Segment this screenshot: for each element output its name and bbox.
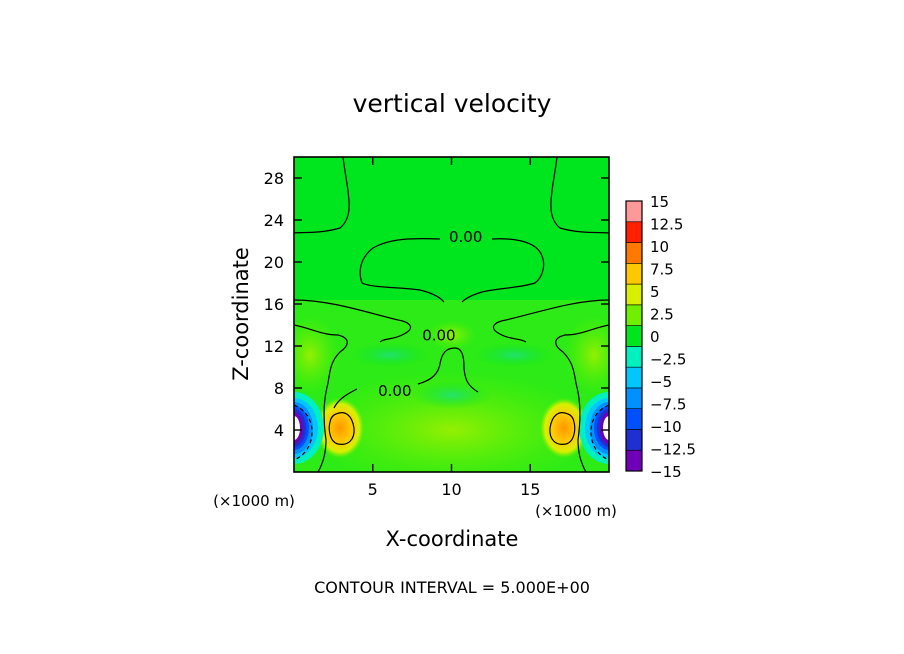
colorbar-swatch [625,283,643,306]
colorbar-swatch [625,304,643,326]
colorbar-label: −10 [650,418,682,436]
colorbar-label: −7.5 [650,396,686,414]
colorbar-swatch [625,366,643,389]
colorbar-label: 15 [650,193,669,211]
chart-title: vertical velocity [353,89,552,118]
colorbar-swatch [625,449,643,472]
y-tick-label: 28 [264,169,284,188]
plot-field [294,157,609,472]
contour-label-1: 0.00 [422,326,455,344]
y-tick-label: 24 [264,211,284,230]
y-tick-label: 12 [264,337,284,356]
colorbar-label: 2.5 [650,306,674,324]
x-tick-label: 5 [368,480,378,499]
contour-lines [294,157,609,472]
colorbar-swatch [625,263,643,285]
x-tick-label: 15 [520,480,540,499]
x-tick-label: 10 [441,480,461,499]
colorbar-label: −12.5 [650,441,696,459]
colorbar-label: 7.5 [650,261,674,279]
y-axis-label: Z-coordinate [229,247,253,381]
colorbar-swatch [625,346,643,368]
y-axis: 4 8 12 16 20 24 28 [264,169,609,440]
z-unit-label: (×1000 m) [213,492,295,510]
contour-labels: 0.00 0.00 0.00 [378,228,482,400]
colorbar-label: 0 [650,328,660,346]
x-unit-label: (×1000 m) [535,502,617,520]
colorbar-swatch [625,221,643,243]
y-tick-label: 20 [264,253,284,272]
colorbar-swatch [625,429,643,451]
colorbar: 15 12.5 10 7.5 5 2.5 0 −2.5 −5 −7.5 −10 −12.5 −15 [625,193,696,481]
colorbar-swatch [625,325,643,347]
contour-interval: CONTOUR INTERVAL = 5.000E+00 [314,578,590,597]
colorbar-label: −15 [650,463,682,481]
colorbar-swatch [625,200,643,223]
colorbar-label: −5 [650,373,672,391]
updraft-core-right [540,398,588,458]
y-tick-label: 16 [264,295,284,314]
colorbar-swatch [625,242,643,264]
contour-label-0: 0.00 [449,228,482,246]
y-tick-label: 8 [274,379,284,398]
updraft-core-left [316,398,364,458]
colorbar-label: 5 [650,283,660,301]
colorbar-swatch [625,408,643,430]
colorbar-label: 10 [650,238,669,256]
contour-label-2: 0.00 [378,382,411,400]
colorbar-swatch [625,387,643,409]
x-axis-label: X-coordinate [386,527,519,551]
colorbar-frame [625,200,643,472]
x-axis: 5 10 15 [368,157,540,499]
colorbar-label: 12.5 [650,216,683,234]
y-tick-label: 4 [274,421,284,440]
colorbar-label: −2.5 [650,351,686,369]
